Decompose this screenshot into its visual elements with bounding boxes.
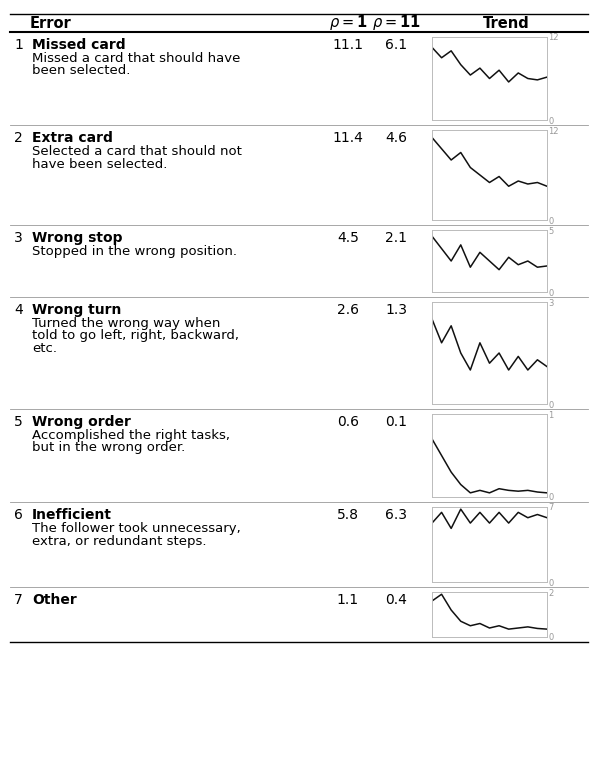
Text: Trend: Trend <box>483 15 530 31</box>
Text: $\rho = \mathbf{1}$: $\rho = \mathbf{1}$ <box>329 14 367 33</box>
Text: Stopped in the wrong position.: Stopped in the wrong position. <box>32 245 237 258</box>
Text: 5.8: 5.8 <box>337 508 359 522</box>
Text: 4: 4 <box>14 303 23 317</box>
Text: 5: 5 <box>14 415 23 429</box>
Text: 7: 7 <box>14 593 23 607</box>
Text: 1: 1 <box>14 38 23 52</box>
Text: $\rho = \mathbf{11}$: $\rho = \mathbf{11}$ <box>371 14 421 33</box>
Text: Wrong order: Wrong order <box>32 415 131 429</box>
Text: etc.: etc. <box>32 342 57 355</box>
Text: 1.3: 1.3 <box>385 303 407 317</box>
Text: 6.1: 6.1 <box>385 38 407 52</box>
Text: The follower took unnecessary,: The follower took unnecessary, <box>32 522 241 535</box>
Text: Inefficient: Inefficient <box>32 508 112 522</box>
Text: Extra card: Extra card <box>32 131 113 145</box>
Text: 3: 3 <box>14 231 23 245</box>
Text: 0.1: 0.1 <box>385 415 407 429</box>
Text: Turned the wrong way when: Turned the wrong way when <box>32 317 220 330</box>
Text: 4.5: 4.5 <box>337 231 359 245</box>
Text: 2: 2 <box>14 131 23 145</box>
Text: but in the wrong order.: but in the wrong order. <box>32 442 185 455</box>
Text: Other: Other <box>32 593 77 607</box>
Text: told to go left, right, backward,: told to go left, right, backward, <box>32 329 239 342</box>
Text: 11.4: 11.4 <box>332 131 364 145</box>
Text: 11.1: 11.1 <box>332 38 364 52</box>
Text: 4.6: 4.6 <box>385 131 407 145</box>
Text: 6.3: 6.3 <box>385 508 407 522</box>
Text: 6: 6 <box>14 508 23 522</box>
Text: been selected.: been selected. <box>32 64 130 77</box>
Text: 2.6: 2.6 <box>337 303 359 317</box>
Text: 0.4: 0.4 <box>385 593 407 607</box>
Text: Accomplished the right tasks,: Accomplished the right tasks, <box>32 429 230 442</box>
Text: extra, or redundant steps.: extra, or redundant steps. <box>32 535 206 548</box>
Text: Wrong turn: Wrong turn <box>32 303 121 317</box>
Text: Error: Error <box>30 15 72 31</box>
Text: 1.1: 1.1 <box>337 593 359 607</box>
Text: Selected a card that should not: Selected a card that should not <box>32 145 242 158</box>
Text: have been selected.: have been selected. <box>32 157 167 170</box>
Text: 2.1: 2.1 <box>385 231 407 245</box>
Text: Missed a card that should have: Missed a card that should have <box>32 52 241 65</box>
Text: 0.6: 0.6 <box>337 415 359 429</box>
Text: Missed card: Missed card <box>32 38 125 52</box>
Text: Wrong stop: Wrong stop <box>32 231 122 245</box>
